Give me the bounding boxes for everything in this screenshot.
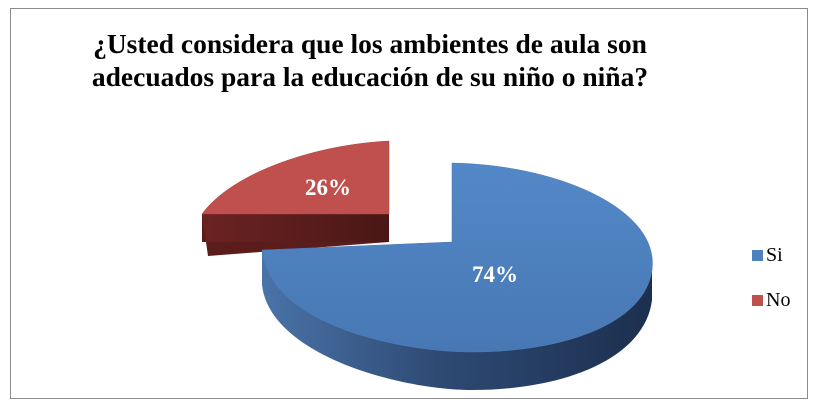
slice-label-no: 26%: [305, 175, 351, 200]
legend-item-si: Si: [752, 243, 812, 266]
legend-swatch-no: [752, 294, 763, 306]
legend-item-no: No: [752, 288, 812, 311]
slice-no-side-left: [202, 214, 389, 256]
slice-no: [201, 140, 390, 215]
legend-label-no: No: [766, 288, 791, 311]
legend-label-si: Si: [766, 243, 783, 266]
legend-swatch-si: [752, 249, 763, 261]
legend: Si No: [752, 243, 812, 335]
slice-si: [261, 162, 653, 353]
slice-no-side: [202, 214, 389, 242]
chart-title: ¿Usted considera que los ambientes de au…: [91, 28, 649, 92]
slice-label-si: 74%: [472, 262, 518, 287]
slice-si-side: [262, 250, 652, 390]
